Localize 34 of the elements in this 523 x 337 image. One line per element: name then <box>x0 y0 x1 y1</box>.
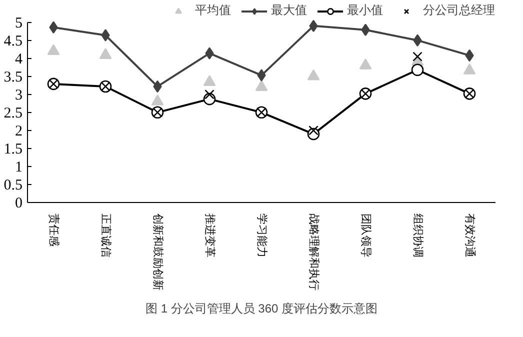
y-tick-label: 0 <box>15 196 22 212</box>
y-tick-label: 4 <box>15 51 23 68</box>
point <box>205 47 214 60</box>
x-tick-label: 责任感 <box>48 214 60 246</box>
legend-label: 最小值 <box>347 2 383 19</box>
x-tick-label: 战略理解和执行 <box>308 214 320 290</box>
point <box>308 126 318 136</box>
legend-label: 平均值 <box>195 2 231 19</box>
y-tick-label: 4.5 <box>4 33 22 50</box>
x-tick-label: 组织协调 <box>412 214 424 258</box>
y-tick-label: 5 <box>15 15 22 32</box>
x-tick-label: 正直诚信 <box>100 214 112 258</box>
x-tick-label: 学习能力 <box>256 214 268 258</box>
point <box>204 90 214 100</box>
x-tick-label: 创新和鼓励创新 <box>152 214 164 290</box>
legend-label: 最大值 <box>271 2 307 19</box>
point <box>257 69 266 82</box>
x-tick-label: 推进变革 <box>204 214 216 258</box>
y-tick-label: 1 <box>15 159 22 176</box>
y-tick-label: 2.5 <box>4 105 22 122</box>
legend-label: 分公司总经理 <box>423 2 495 19</box>
y-tick-label: 3 <box>15 87 22 104</box>
caption: 图 1 分公司管理人员 360 度评估分数示意图 <box>145 302 378 316</box>
point <box>101 29 110 42</box>
x-tick-label: 有效沟通 <box>464 214 476 258</box>
y-tick-label: 2 <box>15 123 22 140</box>
point <box>255 80 268 92</box>
point <box>413 34 422 46</box>
point <box>411 64 424 76</box>
y-tick-label: 1.5 <box>4 141 22 158</box>
point <box>412 52 422 62</box>
x-tick-label: 团队领导 <box>360 214 372 258</box>
y-tick-label: 0.5 <box>4 177 22 194</box>
y-tick-label: 3.5 <box>4 69 22 86</box>
